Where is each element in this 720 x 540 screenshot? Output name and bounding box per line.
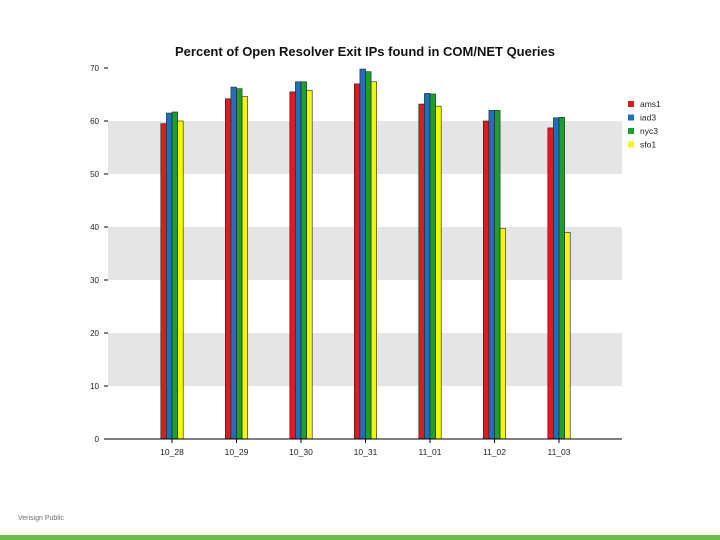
y-tick-label: 40 — [90, 223, 99, 232]
y-tick-label: 70 — [90, 64, 99, 73]
legend: ams1 iad3 nyc3 sfo1 — [628, 99, 661, 150]
bar-nyc3-11_01 — [429, 93, 436, 440]
bar-nyc3-10_29 — [236, 88, 243, 440]
y-tick-label: 50 — [90, 170, 99, 179]
bar-ams1-10_29 — [225, 98, 232, 440]
footer-bar — [0, 535, 720, 540]
bar-ams1-10_31 — [353, 83, 361, 440]
bars — [160, 68, 571, 440]
bar-sfo1-11_01 — [435, 105, 442, 440]
y-tick-label: 0 — [95, 435, 100, 444]
footer-label: Verisign Public — [18, 515, 64, 522]
legend-label-ams1: ams1 — [640, 99, 661, 109]
bar-nyc3-11_03 — [558, 116, 565, 440]
x-tick-label: 10_29 — [225, 447, 249, 457]
y-tick-label: 30 — [90, 276, 99, 285]
x-tick-label: 11_03 — [547, 447, 570, 457]
bar-sfo1-10_29 — [241, 96, 249, 440]
legend-label-sfo1: sfo1 — [640, 140, 656, 150]
bar-sfo1-11_02 — [499, 228, 507, 440]
y-tick-label: 20 — [90, 329, 99, 338]
bar-iad3-10_28 — [166, 112, 173, 440]
bar-ams1-11_03 — [547, 127, 554, 440]
x-tick-label: 10_30 — [289, 447, 313, 457]
y-tick-label: 60 — [90, 117, 99, 126]
x-tick-label: 11_02 — [483, 447, 506, 457]
bar-nyc3-10_30 — [300, 81, 307, 440]
bar-sfo1-10_28 — [177, 120, 184, 440]
bar-sfo1-10_30 — [306, 89, 313, 440]
legend-swatch-ams1 — [628, 101, 634, 107]
y-axis: 0 10 20 30 40 50 60 70 — [90, 64, 108, 444]
y-tick-label: 10 — [90, 382, 99, 391]
bar-iad3-11_03 — [553, 117, 560, 440]
x-tick-label: 11_01 — [418, 447, 441, 457]
bar-iad3-11_01 — [424, 93, 431, 440]
bar-nyc3-10_28 — [171, 111, 178, 440]
bar-sfo1-11_03 — [564, 232, 571, 440]
x-tick-label: 10_31 — [354, 447, 378, 457]
legend-swatch-nyc3 — [628, 128, 634, 134]
x-axis: 10_28 10_29 10_30 10_31 11_01 11_02 11_03 — [108, 438, 622, 457]
bar-iad3-11_02 — [488, 110, 495, 440]
x-tick-label: 10_28 — [160, 447, 184, 457]
bar-iad3-10_31 — [359, 68, 366, 440]
bar-sfo1-10_31 — [370, 81, 378, 440]
bar-nyc3-11_02 — [494, 110, 501, 440]
bar-ams1-11_01 — [418, 103, 425, 440]
legend-label-iad3: iad3 — [640, 113, 656, 123]
bar-iad3-10_30 — [295, 81, 302, 440]
legend-label-nyc3: nyc3 — [640, 126, 658, 136]
bar-nyc3-10_31 — [365, 71, 372, 440]
bar-iad3-10_29 — [230, 86, 237, 440]
bar-ams1-10_28 — [160, 123, 167, 440]
bar-ams1-11_02 — [482, 120, 490, 440]
legend-swatch-sfo1 — [628, 141, 634, 148]
legend-swatch-iad3 — [628, 114, 634, 121]
bar-ams1-10_30 — [289, 91, 296, 440]
chart-title: Percent of Open Resolver Exit IPs found … — [175, 44, 555, 59]
